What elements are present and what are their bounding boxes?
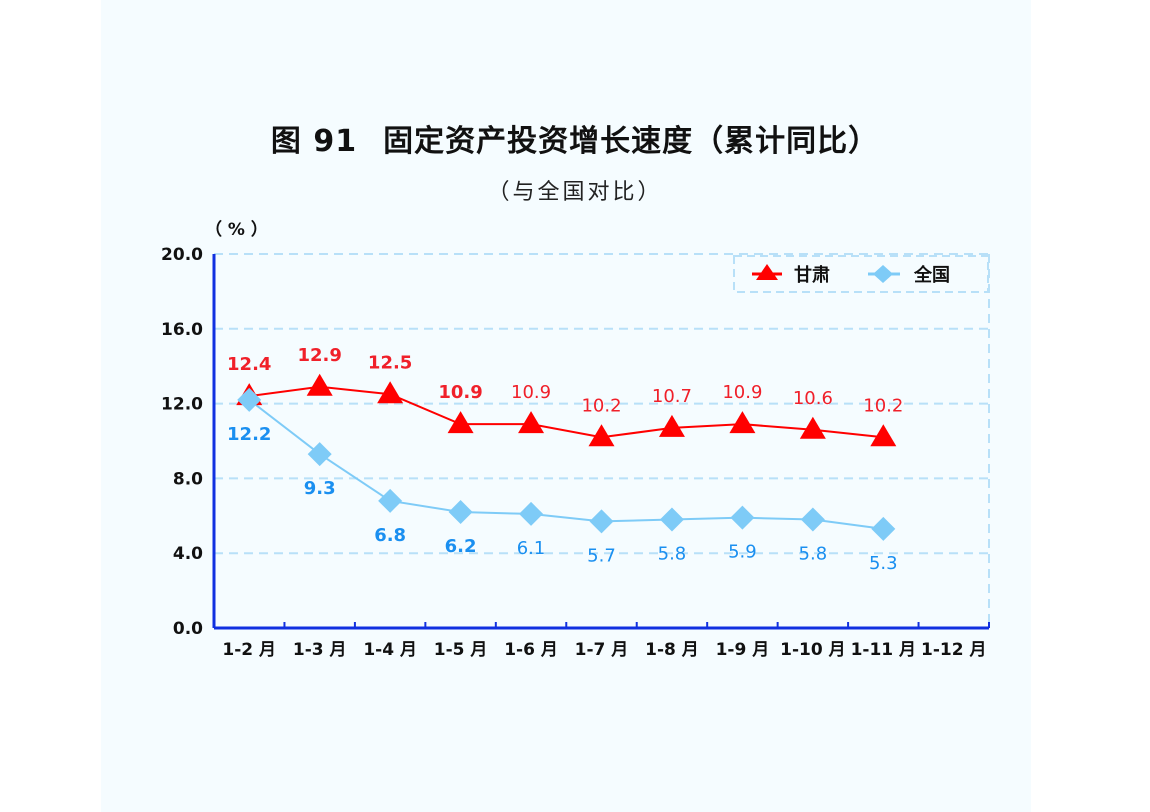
national-data-label: 5.9 (728, 542, 757, 563)
diamond-marker-icon (589, 509, 614, 534)
gansu-data-label: 10.7 (652, 386, 692, 407)
triangle-marker-icon (729, 411, 756, 434)
x-tick-label: 1-7 月 (575, 640, 629, 660)
diamond-marker-icon (659, 507, 684, 532)
national-data-label: 6.1 (517, 538, 546, 559)
gansu-data-label: 12.9 (297, 345, 341, 366)
diamond-marker-icon (448, 500, 473, 525)
gansu-data-label: 12.4 (227, 354, 271, 375)
triangle-marker-icon (588, 424, 615, 447)
legend-item-national: 全国 (868, 264, 950, 286)
x-tick-label: 1-6 月 (504, 640, 558, 660)
diamond-marker-icon (871, 516, 896, 541)
national-data-label: 12.2 (227, 424, 271, 445)
x-tick-label: 1-2 月 (222, 640, 276, 660)
y-tick-label: 4.0 (173, 544, 203, 564)
national-data-label: 9.3 (304, 478, 336, 499)
legend-box (733, 255, 989, 293)
x-tick-label: 1-4 月 (363, 640, 417, 660)
diamond-marker-icon (378, 488, 403, 513)
triangle-marker-icon (306, 373, 333, 396)
diamond-marker-icon (730, 505, 755, 530)
x-axis-ticks: 1-2 月 1-3 月 1-4 月 1-5 月 1-6 月 1-7 月 1-8 月 1-9 月… (222, 640, 986, 660)
triangle-marker-icon (518, 411, 545, 434)
gansu-data-label: 10.9 (511, 382, 551, 403)
diamond-marker-icon (519, 501, 544, 526)
gansu-data-label: 12.5 (368, 352, 412, 373)
national-data-label: 5.8 (658, 544, 687, 565)
x-tick-label: 1-10 月 (780, 640, 845, 660)
data-labels: 12.4 12.9 12.5 10.9 10.9 10.2 10.7 10.9 10.6 10.2… (227, 345, 903, 574)
y-tick-label: 0.0 (173, 619, 203, 639)
y-axis-unit: （ % ） (205, 219, 268, 240)
gansu-data-label: 10.9 (438, 382, 482, 403)
gansu-data-label: 10.2 (581, 395, 621, 416)
y-tick-label: 20.0 (161, 245, 203, 265)
national-data-label: 6.2 (445, 536, 477, 557)
gansu-data-label: 10.9 (722, 382, 762, 403)
triangle-marker-icon (756, 264, 778, 280)
national-data-label: 5.3 (869, 553, 898, 574)
series-markers (236, 373, 897, 541)
gansu-line (249, 385, 884, 439)
x-tick-label: 1-5 月 (434, 640, 488, 660)
legend-label-gansu: 甘肃 (794, 264, 830, 286)
legend-item-gansu: 甘肃 (752, 264, 830, 286)
national-data-label: 6.8 (374, 525, 406, 546)
national-data-label: 5.8 (799, 544, 828, 565)
y-tick-label: 8.0 (173, 469, 203, 489)
figure-number: 图 91 (270, 124, 358, 159)
triangle-marker-icon (447, 411, 474, 434)
diamond-marker-icon (307, 442, 332, 467)
y-axis-ticks: 0.0 4.0 8.0 12.0 16.0 20.0 (161, 245, 203, 639)
triangle-marker-icon (870, 424, 897, 447)
gansu-data-label: 10.6 (793, 388, 833, 409)
diamond-marker-icon (237, 387, 262, 412)
figure-title-text: 固定资产投资增长速度（累计同比） (383, 124, 880, 159)
legend: 甘肃 全国 (733, 255, 989, 293)
national-line (248, 399, 884, 530)
x-tick-label: 1-11 月 (851, 640, 916, 660)
national-data-label: 5.7 (587, 545, 616, 566)
triangle-marker-icon (799, 416, 826, 439)
triangle-marker-icon (658, 414, 685, 437)
y-tick-label: 16.0 (161, 320, 203, 340)
x-tick-label: 1-8 月 (645, 640, 699, 660)
triangle-marker-icon (377, 381, 404, 404)
x-tick-label: 1-3 月 (293, 640, 347, 660)
legend-label-national: 全国 (913, 264, 950, 286)
axes (212, 254, 990, 630)
gansu-data-label: 10.2 (863, 395, 903, 416)
diamond-marker-icon (800, 507, 825, 532)
series-lines (248, 385, 884, 530)
y-tick-label: 12.0 (161, 395, 203, 415)
diamond-marker-icon (873, 265, 893, 283)
figure-title: 图 91 固定资产投资增长速度（累计同比） (0, 116, 1150, 160)
gridlines (214, 253, 990, 628)
figure-subtitle: （与全国对比） (487, 180, 663, 205)
x-tick-label: 1-9 月 (716, 640, 770, 660)
x-tick-label: 1-12 月 (921, 640, 986, 660)
